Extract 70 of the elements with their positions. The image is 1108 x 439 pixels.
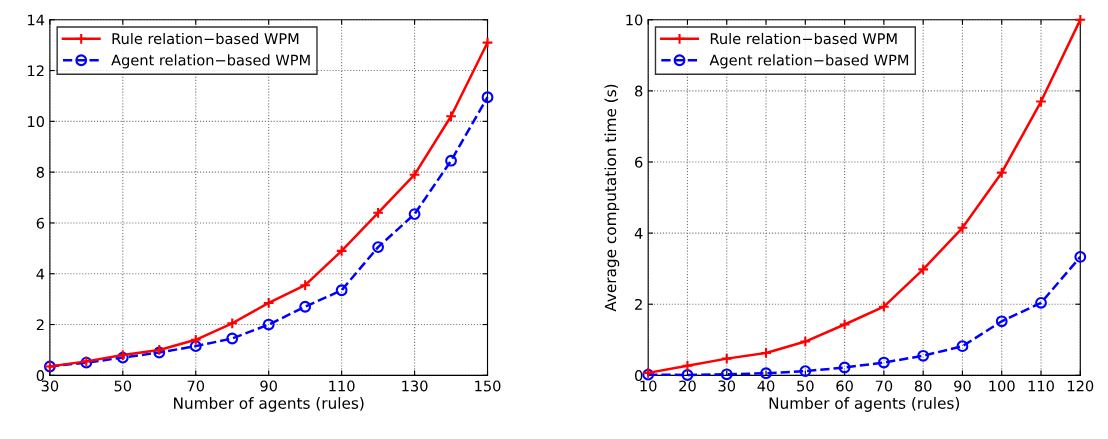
x-tick-label: 110 [1028, 380, 1054, 392]
point [877, 356, 890, 369]
point [917, 349, 930, 362]
y-tick-label: 10 [28, 116, 45, 128]
y-tick-label: 12 [28, 65, 44, 77]
x-tick-label: 80 [914, 380, 932, 392]
point [408, 208, 421, 220]
y-tick-label: 6 [36, 217, 45, 229]
point [995, 315, 1008, 328]
y-tick-label: 14 [28, 14, 45, 26]
y-tick-label: 4 [634, 228, 643, 239]
point [372, 241, 385, 253]
point [799, 365, 812, 377]
point [1074, 251, 1087, 263]
point [838, 361, 851, 374]
x-tick-label: 100 [989, 380, 1015, 392]
x-tick-label: 70 [187, 380, 205, 392]
x-tick-label: 30 [41, 380, 59, 392]
point [262, 297, 275, 309]
x-tick-label: 90 [260, 380, 277, 392]
x-axis-title: Number of agents (rules) [174, 397, 364, 412]
point [1035, 296, 1047, 309]
x-axis-title: Number of agents (rules) [769, 397, 960, 412]
y-tick-label: 8 [36, 166, 44, 178]
point [226, 317, 239, 330]
point [838, 318, 851, 331]
point [760, 347, 772, 359]
x-tick-label: 60 [836, 380, 853, 392]
x-tick-label: 90 [954, 380, 971, 392]
point [226, 332, 239, 345]
x-tick-label: 50 [797, 380, 814, 392]
x-tick-label: 120 [1067, 380, 1094, 392]
x-tick-label: 130 [402, 380, 428, 392]
point [408, 168, 421, 181]
y-tick-label: 8 [635, 85, 643, 97]
y-tick-label: 4 [36, 268, 45, 280]
legend-label: Rule relation−based WPM [710, 32, 897, 45]
x-tick-label: 70 [875, 380, 893, 392]
y-axis-title: Average computation time (s) [604, 84, 620, 312]
point [335, 284, 348, 297]
x-tick-label: 110 [329, 380, 355, 392]
x-tick-label: 30 [718, 380, 736, 392]
point [481, 91, 494, 104]
y-tick-label: 0 [635, 370, 643, 382]
point [799, 335, 812, 348]
x-tick-label: 50 [114, 380, 132, 392]
point [720, 368, 733, 381]
point [445, 154, 457, 167]
legend-label: Agent relation−based WPM [709, 54, 909, 69]
point [760, 367, 772, 380]
point [481, 36, 494, 49]
point [917, 263, 930, 276]
y-tick-label: 2 [635, 298, 642, 310]
point [956, 340, 969, 353]
point [1035, 95, 1047, 108]
point [262, 318, 275, 331]
y-tick-label: 10 [626, 14, 643, 26]
point [445, 110, 457, 123]
x-tick-label: 150 [475, 380, 501, 392]
legend-label: Agent relation−based WPM [111, 54, 310, 69]
point [995, 166, 1008, 179]
point [189, 340, 202, 353]
x-tick-label: 40 [757, 380, 775, 392]
y-tick-label: 2 [36, 319, 44, 331]
point [681, 369, 694, 381]
legend-label: Rule relation−based WPM [112, 32, 299, 45]
point [299, 300, 312, 313]
y-tick-label: 6 [635, 156, 643, 168]
x-tick-label: 20 [679, 380, 696, 392]
point [720, 352, 733, 365]
